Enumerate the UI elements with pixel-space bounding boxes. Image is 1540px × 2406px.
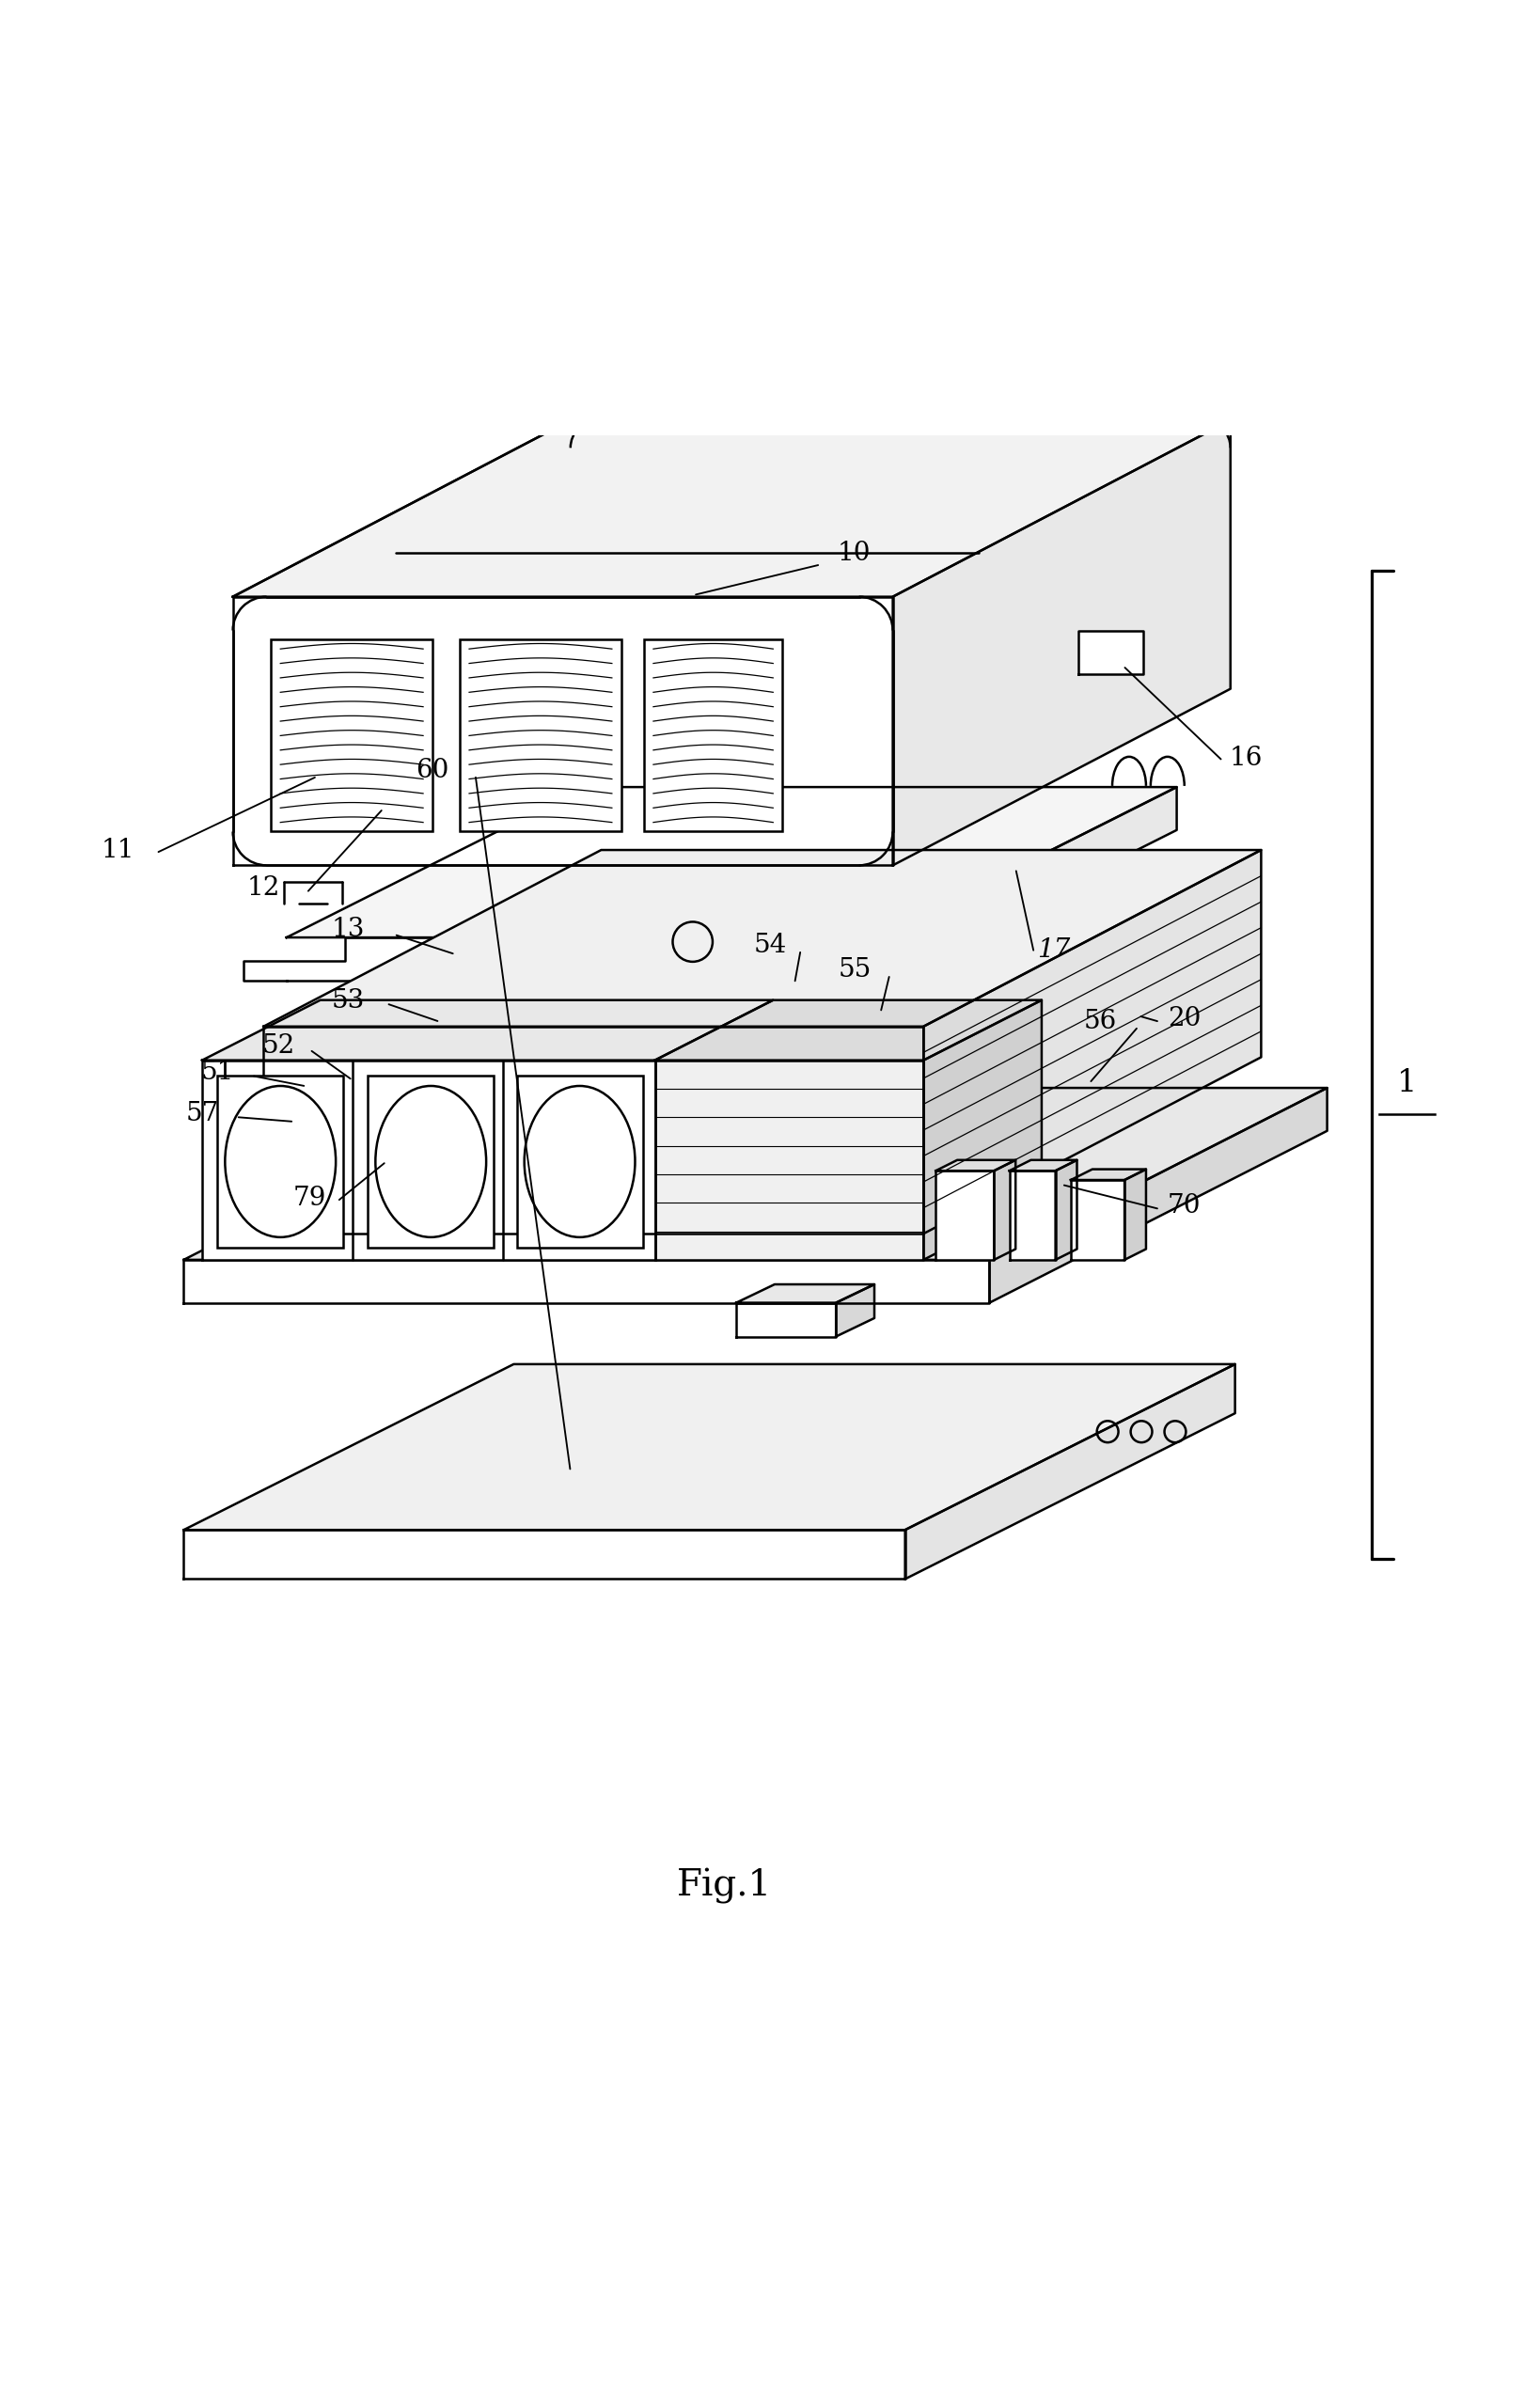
Text: 17: 17 [1038, 936, 1070, 962]
Text: Fig.1: Fig.1 [676, 1867, 772, 1903]
Text: 13: 13 [331, 917, 365, 943]
Text: 60: 60 [416, 758, 450, 782]
Polygon shape [955, 977, 962, 1051]
Polygon shape [263, 1027, 924, 1234]
Text: 54: 54 [753, 934, 787, 958]
Polygon shape [893, 421, 1230, 866]
Polygon shape [936, 1160, 1015, 1172]
Polygon shape [654, 1001, 1041, 1061]
Polygon shape [1009, 1160, 1076, 1172]
Polygon shape [1078, 630, 1143, 674]
Bar [517, 1075, 642, 1246]
Polygon shape [906, 1364, 1235, 1578]
Text: 53: 53 [331, 989, 365, 1013]
Text: 51: 51 [200, 1061, 234, 1085]
Polygon shape [1124, 1169, 1146, 1261]
Text: 16: 16 [1229, 746, 1263, 770]
Polygon shape [1070, 1179, 1124, 1261]
Polygon shape [1070, 1169, 1146, 1179]
Polygon shape [183, 1364, 1235, 1530]
Polygon shape [924, 849, 1261, 1234]
Polygon shape [593, 977, 955, 1035]
Polygon shape [243, 938, 878, 982]
Polygon shape [1009, 1172, 1055, 1261]
Polygon shape [654, 1061, 924, 1261]
Polygon shape [233, 597, 893, 866]
Text: 70: 70 [1167, 1193, 1201, 1220]
Text: 52: 52 [262, 1035, 296, 1059]
Polygon shape [736, 1302, 836, 1335]
Bar [217, 1075, 343, 1246]
Text: 56: 56 [1084, 1008, 1117, 1035]
Polygon shape [233, 421, 1230, 597]
Polygon shape [878, 787, 1177, 982]
Text: 10: 10 [838, 541, 872, 565]
Polygon shape [202, 1001, 773, 1061]
Bar [368, 1075, 494, 1246]
Bar [644, 640, 782, 832]
Polygon shape [202, 1061, 654, 1261]
Polygon shape [183, 1530, 906, 1578]
Polygon shape [736, 1285, 875, 1302]
Text: 57: 57 [185, 1102, 219, 1126]
Polygon shape [936, 1172, 995, 1261]
Polygon shape [995, 1160, 1015, 1261]
Polygon shape [263, 849, 1261, 1027]
Text: 11: 11 [102, 837, 134, 864]
Polygon shape [990, 1088, 1327, 1302]
Polygon shape [286, 787, 1177, 938]
Polygon shape [924, 1001, 1041, 1261]
Text: 20: 20 [1167, 1006, 1201, 1032]
Polygon shape [183, 1261, 990, 1302]
Text: 79: 79 [293, 1186, 326, 1210]
Bar [460, 640, 621, 832]
Text: 1: 1 [1397, 1068, 1417, 1097]
Bar [271, 640, 433, 832]
Polygon shape [1055, 1160, 1076, 1261]
Polygon shape [836, 1285, 875, 1335]
Polygon shape [955, 996, 1200, 1068]
Text: 55: 55 [838, 958, 872, 982]
Polygon shape [183, 1088, 1327, 1261]
Text: 12: 12 [246, 876, 280, 902]
